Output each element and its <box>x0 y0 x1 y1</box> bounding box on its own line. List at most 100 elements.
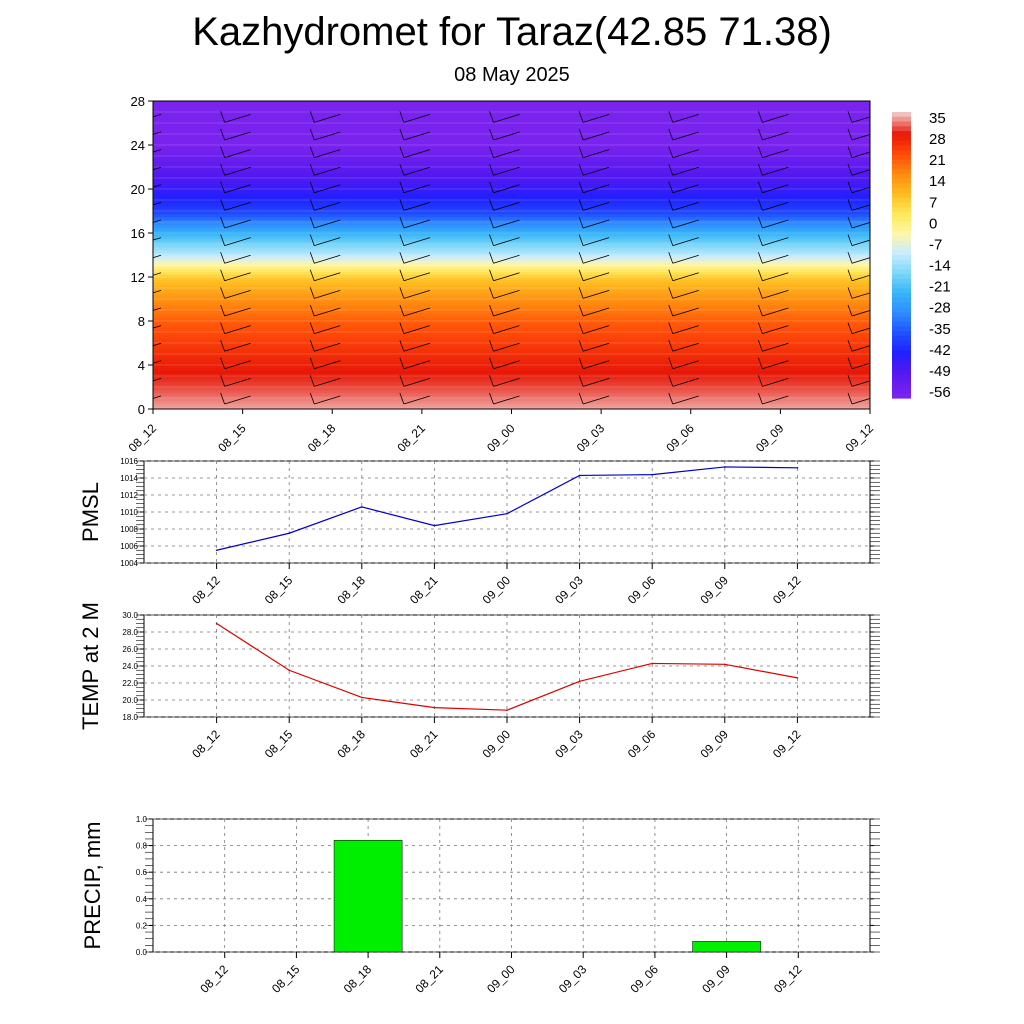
wind-barb <box>847 216 870 229</box>
wind-barb <box>668 340 699 352</box>
heatmap-xtick-label: 09_03 <box>574 421 608 455</box>
precip-bar <box>692 941 761 953</box>
ytick-label: 0.2 <box>136 921 148 930</box>
page-title: Kazhydromet for Taraz(42.85 71.38) <box>192 10 832 54</box>
wind-barb <box>668 128 699 141</box>
wind-barb <box>399 181 430 194</box>
xtick-label: 09_06 <box>628 962 662 996</box>
wind-barb <box>399 252 430 264</box>
xtick-label: 09_00 <box>484 962 518 996</box>
wind-barb <box>578 357 610 370</box>
xtick-label: 08_15 <box>262 727 296 761</box>
series-point <box>651 662 653 665</box>
ytick-label: 1008 <box>120 525 138 534</box>
series-point <box>361 696 363 699</box>
heatmap-ytick-label: 20 <box>131 182 145 197</box>
wind-barb <box>757 252 789 264</box>
wind-barb <box>309 252 341 264</box>
xtick-label: 09_00 <box>480 573 514 607</box>
wind-barb <box>399 199 430 211</box>
wind-barb <box>578 392 610 405</box>
wind-barb <box>847 128 870 141</box>
ytick-label: 0.6 <box>136 868 148 877</box>
wind-barb <box>847 287 870 299</box>
wind-barb <box>489 269 520 282</box>
wind-barb <box>578 111 610 123</box>
wind-barb <box>489 375 520 387</box>
xtick-label: 08_12 <box>189 573 223 607</box>
wind-barb <box>399 146 430 158</box>
heatmap-ytick-label: 28 <box>131 94 145 109</box>
wind-barb <box>757 111 789 123</box>
ytick-label: 0.0 <box>136 948 148 957</box>
heatmap-xtick-label: 09_09 <box>753 421 787 455</box>
wind-barb <box>578 234 610 246</box>
wind-barb <box>757 340 789 352</box>
series-point <box>506 512 508 515</box>
wind-barb <box>309 111 341 123</box>
wind-barb <box>489 234 520 246</box>
wind-barb <box>399 322 430 334</box>
wind-barb <box>668 357 699 370</box>
wind-barb <box>220 216 251 229</box>
heatmap-ytick-label: 4 <box>138 358 145 373</box>
wind-barb <box>668 287 699 299</box>
wind-barb <box>847 199 870 211</box>
wind-barb <box>220 340 251 352</box>
series-point <box>215 549 218 552</box>
heatmap-xtick-label: 09_00 <box>484 421 518 455</box>
wind-barb <box>309 216 341 229</box>
wind-barb <box>489 252 520 264</box>
wind-barb <box>399 269 430 282</box>
wind-barb <box>757 269 789 282</box>
colorbar-label: -7 <box>929 236 942 253</box>
wind-barb <box>399 357 430 370</box>
heatmap-xtick-label: 09_12 <box>843 421 877 455</box>
ytick-label: 22.0 <box>122 679 138 688</box>
wind-barb <box>757 357 789 370</box>
wind-barb <box>153 202 162 206</box>
wind-barb <box>847 164 870 176</box>
wind-barb <box>578 252 610 264</box>
series-point <box>433 524 436 527</box>
wind-barb <box>309 146 341 158</box>
wind-barb <box>668 216 699 229</box>
wind-barb <box>220 357 251 370</box>
wind-barb <box>847 252 870 264</box>
wind-barb <box>220 111 251 123</box>
wind-barb <box>309 287 341 299</box>
wind-barb <box>220 269 251 282</box>
y-axis-title: TEMP at 2 M <box>78 602 103 730</box>
wind-barb <box>309 357 341 370</box>
wind-barb <box>578 181 610 194</box>
wind-barb <box>489 357 520 370</box>
ytick-label: 28.0 <box>122 628 138 637</box>
wind-barb <box>847 111 870 123</box>
colorbar-label: -49 <box>929 363 951 380</box>
precip-panel: 0.0 0.2 0.4 0.6 0.8 1.0 08_12 08_15 08_18 08_21 09… <box>80 815 880 996</box>
colorbar-label: 0 <box>929 215 937 232</box>
wind-barb <box>153 360 162 364</box>
wind-barb <box>220 164 251 176</box>
colorbar-label: -35 <box>929 321 951 338</box>
series-point <box>288 532 291 535</box>
xtick-label: 08_15 <box>269 962 303 996</box>
wind-barb <box>153 378 162 382</box>
wind-barb <box>153 131 162 135</box>
colorbar-label: 21 <box>929 152 946 169</box>
series-point <box>724 663 726 666</box>
wind-barb <box>399 234 430 246</box>
wind-barb <box>668 199 699 211</box>
wind-barb <box>489 164 520 176</box>
wind-barb <box>847 234 870 246</box>
wind-barb <box>489 216 520 229</box>
wind-barb <box>578 128 610 141</box>
wind-barb <box>153 219 162 223</box>
wind-barb <box>757 164 789 176</box>
heatmap-ytick-label: 0 <box>138 402 145 417</box>
xtick-label: 08_18 <box>334 727 368 761</box>
wind-barb <box>153 342 162 347</box>
wind-barb <box>668 392 699 405</box>
series-point <box>215 622 218 625</box>
